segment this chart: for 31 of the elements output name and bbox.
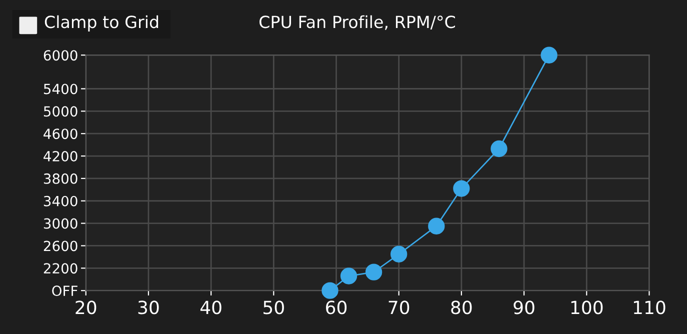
y-tick-label: OFF [52,286,78,296]
point [540,46,558,64]
point [322,282,338,299]
point [390,246,408,262]
y-tick-label: 4200 [44,150,78,162]
x-tick-label: 60 [326,300,347,314]
y-tick-label: 2600 [44,240,78,252]
x-tick-label: 40 [200,300,222,314]
point [490,140,508,158]
x-tick-label: 70 [388,300,410,314]
y-tick-label: 5000 [44,106,78,117]
point [340,268,358,284]
text: Clamp to Grid [44,15,158,32]
x-tick-label: 100 [571,300,603,314]
x-tick-label: 90 [514,300,534,314]
chart-title: CPU Fan Profile, RPM/°C [260,15,456,30]
y-tick-label: 4600 [44,128,78,140]
y-tick-label: 6000 [44,50,78,61]
x-tick-label: 50 [264,300,284,314]
y-tick-label: 3000 [44,218,78,229]
y-tick-label: 5400 [44,84,78,94]
x-tick-label: 80 [451,300,472,314]
y-tick-label: 3800 [44,173,78,184]
y-tick-label: 3400 [44,196,78,206]
y-tick-label: 2200 [44,263,78,274]
x-tick-label: 110 [634,300,666,314]
point [365,264,382,280]
x-tick-label: 30 [138,300,159,314]
point [428,218,445,234]
x-tick-label: 20 [76,300,96,314]
point [453,180,470,197]
